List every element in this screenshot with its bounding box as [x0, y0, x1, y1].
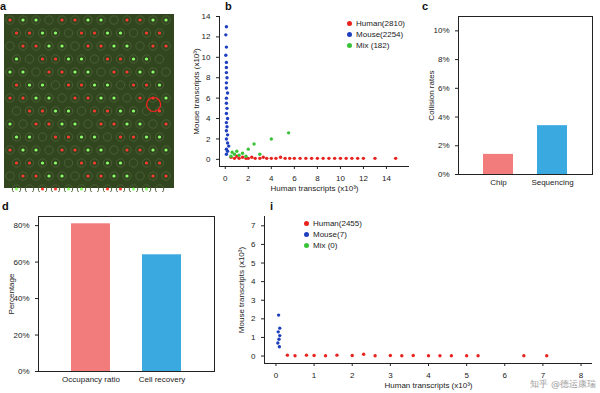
svg-text:6: 6 [503, 371, 508, 380]
svg-text:2%: 2% [438, 141, 450, 150]
html-text:知乎 @德运康瑞: 知乎 @德运康瑞 [530, 379, 596, 389]
html-text:Mouse(2254): Mouse(2254) [356, 30, 404, 39]
svg-text:Mouse transcripts (x10³): Mouse transcripts (x10³) [237, 247, 246, 334]
svg-text:Occupancy ratio: Occupancy ratio [62, 375, 120, 384]
svg-text:60%: 60% [13, 258, 29, 267]
svg-text:10%: 10% [433, 26, 449, 35]
svg-text:Mouse transcripts (x10³): Mouse transcripts (x10³) [192, 48, 201, 135]
svg-text:14: 14 [202, 12, 211, 21]
svg-text:12: 12 [359, 174, 368, 183]
svg-text:0%: 0% [438, 170, 450, 179]
svg-text:Collision rates: Collision rates [427, 70, 436, 120]
html-text:Mouse(7): Mouse(7) [313, 230, 347, 239]
svg-text:2: 2 [246, 174, 251, 183]
svg-text:6: 6 [251, 240, 256, 249]
html-text:Human(2810): Human(2810) [356, 19, 405, 28]
svg-text:4: 4 [251, 277, 256, 286]
svg-text:0: 0 [223, 174, 228, 183]
svg-text:2: 2 [251, 314, 256, 323]
svg-text:4: 4 [426, 371, 431, 380]
svg-text:0: 0 [251, 352, 256, 361]
svg-text:5: 5 [251, 259, 256, 268]
svg-text:20%: 20% [13, 331, 29, 340]
svg-text:1: 1 [251, 333, 256, 342]
svg-text:10: 10 [202, 53, 211, 62]
html-text:b: b [225, 0, 232, 12]
svg-text:0: 0 [274, 371, 279, 380]
svg-text:3: 3 [388, 371, 393, 380]
svg-text:8: 8 [206, 73, 211, 82]
svg-text:3: 3 [251, 296, 256, 305]
svg-text:Percentage: Percentage [7, 273, 16, 314]
svg-text:4: 4 [206, 114, 211, 123]
svg-text:Human transcripts (x10³): Human transcripts (x10³) [270, 184, 358, 193]
svg-text:7: 7 [541, 371, 546, 380]
html-text:d: d [2, 200, 9, 212]
svg-text:7: 7 [251, 221, 256, 230]
svg-text:0%: 0% [18, 367, 30, 376]
svg-text:8%: 8% [438, 55, 450, 64]
svg-text:6: 6 [292, 174, 297, 183]
svg-text:6%: 6% [438, 84, 450, 93]
svg-text:14: 14 [382, 174, 391, 183]
svg-text:0: 0 [206, 155, 211, 164]
svg-text:Chip: Chip [490, 178, 507, 187]
svg-text:2: 2 [350, 371, 355, 380]
svg-text:5: 5 [464, 371, 469, 380]
svg-text:1: 1 [312, 371, 317, 380]
svg-text:8: 8 [579, 371, 584, 380]
svg-text:Human transcripts (x10³): Human transcripts (x10³) [384, 381, 472, 390]
svg-text:10: 10 [336, 174, 345, 183]
svg-text:80%: 80% [13, 221, 29, 230]
svg-text:12: 12 [202, 32, 211, 41]
svg-text:40%: 40% [13, 294, 30, 304]
svg-text:8: 8 [315, 174, 320, 183]
svg-text:6: 6 [206, 94, 211, 103]
svg-text:4: 4 [269, 174, 274, 183]
html-text:a: a [0, 0, 7, 12]
svg-text:4%: 4% [438, 113, 450, 122]
html-text:Mix (0): Mix (0) [313, 241, 338, 250]
html-text:Human(2455): Human(2455) [313, 219, 362, 228]
html-text:c: c [422, 0, 429, 12]
html-text:Mix (182): Mix (182) [356, 41, 390, 50]
svg-text:Cell recovery: Cell recovery [139, 375, 186, 384]
svg-text:Sequencing: Sequencing [531, 178, 573, 187]
svg-text:2: 2 [206, 135, 211, 144]
html-text:i: i [270, 200, 274, 212]
